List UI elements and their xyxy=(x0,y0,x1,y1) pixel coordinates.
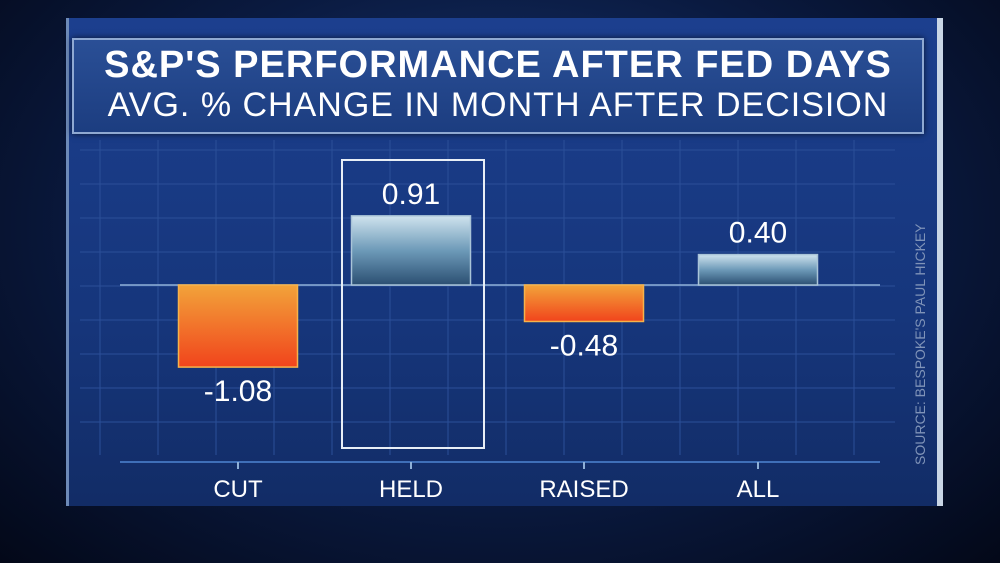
bar-raised xyxy=(523,284,645,323)
bar-cut xyxy=(177,284,299,368)
x-tick-label: ALL xyxy=(737,476,780,503)
chart-subtitle: AVG. % CHANGE IN MONTH AFTER DECISION xyxy=(107,86,889,124)
x-tick-label: HELD xyxy=(379,476,443,503)
title-box: S&P'S PERFORMANCE AFTER FED DAYS AVG. % … xyxy=(72,38,924,134)
x-tick-label: RAISED xyxy=(539,476,628,503)
bar-all xyxy=(697,253,819,286)
highlight-box xyxy=(341,159,485,449)
bar-held xyxy=(350,215,472,286)
data-label: 0.40 xyxy=(729,217,787,250)
chart-title: S&P'S PERFORMANCE AFTER FED DAYS xyxy=(104,44,892,86)
data-label: -0.48 xyxy=(550,329,618,362)
data-label: -1.08 xyxy=(204,375,272,408)
source-note: SOURCE: BESPOKE'S PAUL HICKEY xyxy=(912,223,928,465)
x-tick-label: CUT xyxy=(213,476,263,503)
data-label: 0.91 xyxy=(382,178,440,211)
